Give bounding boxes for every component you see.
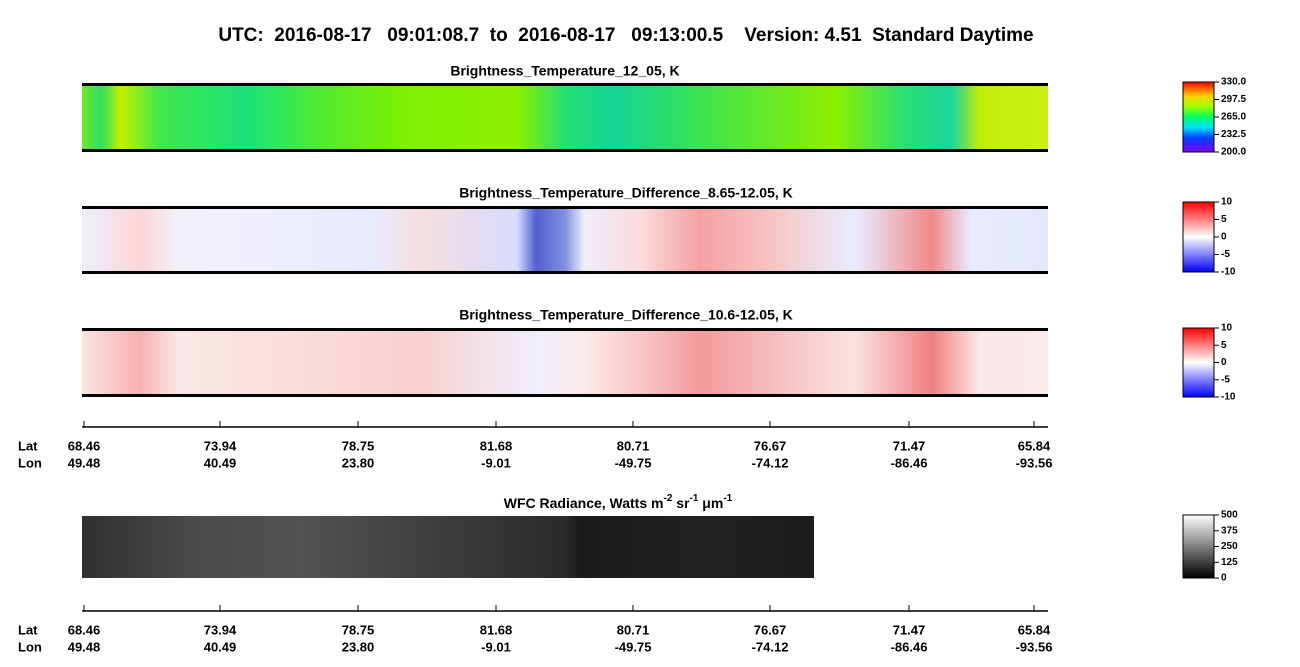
lat-label: 76.67 [754, 622, 787, 637]
lat-label: 81.68 [480, 622, 513, 637]
colorbar [1182, 327, 1215, 398]
lon-label: 49.48 [68, 455, 101, 470]
colorbar-tick-label: 250 [1221, 541, 1238, 552]
colorbar-tick-label: 500 [1221, 510, 1238, 521]
image-panel [82, 516, 814, 578]
colorbar-tick-label: 0 [1221, 232, 1227, 243]
title-part: μm [698, 495, 723, 511]
lon-label: -74.12 [752, 455, 789, 470]
colorbar [1182, 201, 1215, 273]
lon-label: -86.46 [891, 455, 928, 470]
title-part: sr [672, 495, 690, 511]
colorbar-tick-label: 10 [1221, 197, 1233, 208]
lat-label: 76.67 [754, 438, 787, 453]
panel-title: Brightness_Temperature_Difference_8.65-1… [459, 185, 793, 201]
panel-title: WFC Radiance, Watts m-2 sr-1 μm-1 [504, 493, 733, 511]
axis-label: Lat [18, 622, 38, 637]
lon-label: -49.75 [615, 639, 652, 654]
axis-label: Lon [18, 639, 42, 654]
panel-title: Brightness_Temperature_12_05, K [450, 63, 679, 79]
lat-label: 65.84 [1018, 438, 1051, 453]
title-part: WFC Radiance, Watts m [504, 495, 664, 511]
lon-label: 23.80 [342, 639, 375, 654]
lat-label: 65.84 [1018, 622, 1051, 637]
colorbar-tick-label: 375 [1221, 525, 1238, 536]
lat-label: 68.46 [68, 622, 101, 637]
colorbar-tick-label: -5 [1221, 249, 1230, 260]
colorbar-tick-label: 0 [1221, 573, 1227, 584]
lat-label: 73.94 [204, 438, 237, 453]
image-panel [82, 207, 1048, 273]
colorbar-tick-label: 232.5 [1221, 129, 1246, 140]
lon-label: -9.01 [481, 455, 511, 470]
lon-label: 49.48 [68, 639, 101, 654]
lat-label: 81.68 [480, 438, 513, 453]
panel-title: Brightness_Temperature_Difference_10.6-1… [459, 307, 793, 323]
image-panel [82, 329, 1048, 396]
lat-label: 78.75 [342, 622, 375, 637]
lon-label: -93.56 [1016, 639, 1053, 654]
lat-label: 71.47 [893, 622, 926, 637]
colorbar-tick-label: 0 [1221, 357, 1227, 368]
title-part: -2 [663, 493, 672, 504]
lat-label: 80.71 [617, 438, 650, 453]
lat-label: 71.47 [893, 438, 926, 453]
lat-label: 78.75 [342, 438, 375, 453]
colorbar-tick-label: -10 [1221, 392, 1236, 403]
colorbar-tick-label: 5 [1221, 340, 1227, 351]
colorbar-tick-label: -10 [1221, 267, 1236, 278]
colorbar-tick-label: -5 [1221, 374, 1230, 385]
lon-label: -49.75 [615, 455, 652, 470]
lon-label: -86.46 [891, 639, 928, 654]
lon-label: 40.49 [204, 455, 237, 470]
lat-label: 80.71 [617, 622, 650, 637]
colorbar-tick-label: 330.0 [1221, 77, 1246, 88]
axis-label: Lon [18, 455, 42, 470]
colorbar-tick-label: 10 [1221, 323, 1233, 334]
image-panel [82, 84, 1048, 151]
lon-label: 23.80 [342, 455, 375, 470]
colorbar-tick-label: 125 [1221, 557, 1238, 568]
colorbar-tick-label: 265.0 [1221, 112, 1246, 123]
axis-label: Lat [18, 438, 38, 453]
page-title: UTC: 2016-08-17 09:01:08.7 to 2016-08-17… [218, 25, 1033, 46]
lon-label: -74.12 [752, 639, 789, 654]
colorbar-tick-label: 5 [1221, 214, 1227, 225]
lon-label: 40.49 [204, 639, 237, 654]
lat-label: 73.94 [204, 622, 237, 637]
lat-label: 68.46 [68, 438, 101, 453]
colorbar-tick-label: 297.5 [1221, 94, 1246, 105]
title-part: -1 [723, 493, 732, 504]
lon-label: -93.56 [1016, 455, 1053, 470]
title-part: -1 [690, 493, 699, 504]
colorbar-tick-label: 200.0 [1221, 147, 1246, 158]
colorbar [1182, 514, 1215, 579]
colorbar [1182, 81, 1215, 153]
lon-label: -9.01 [481, 639, 511, 654]
